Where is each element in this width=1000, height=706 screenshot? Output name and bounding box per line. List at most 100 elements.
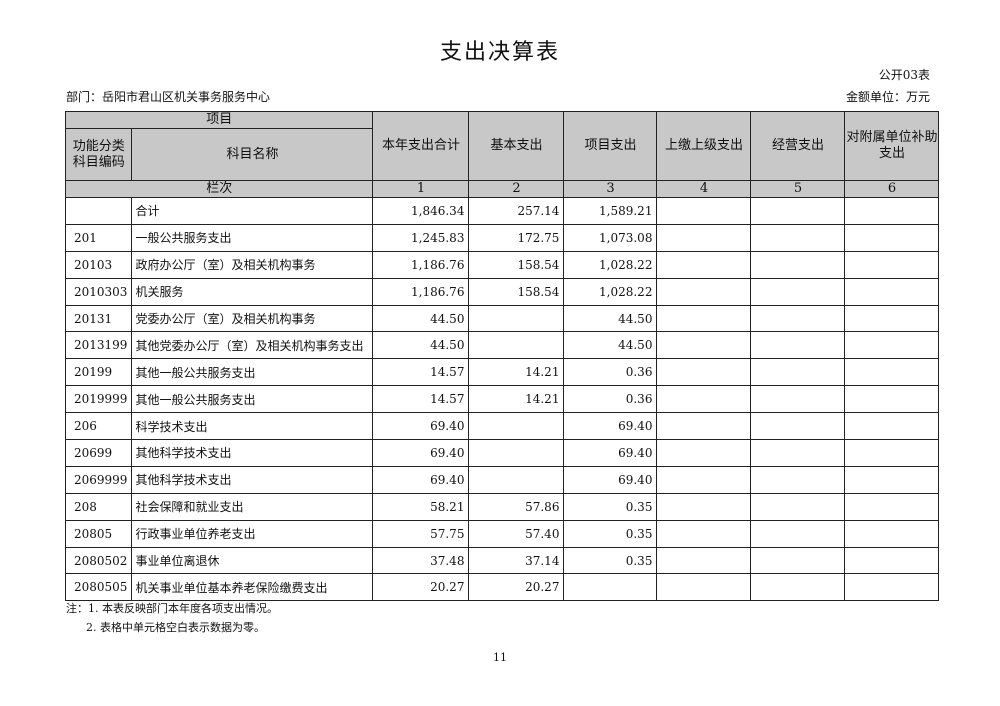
row-value: 69.40 xyxy=(372,439,470,467)
col-number: 2 xyxy=(468,180,565,198)
row-name: 其他科学技术支出 xyxy=(131,465,374,494)
row-value: 58.21 xyxy=(372,492,470,521)
row-value: 158.54 xyxy=(468,277,565,306)
row-value xyxy=(656,519,752,548)
row-name: 机关事业单位基本养老保险缴费支出 xyxy=(131,573,374,602)
table-row: 20103 政府办公厅（室）及相关机构事务 1,186.76 158.54 1,028.… xyxy=(64,250,940,279)
row-value: 257.14 xyxy=(468,197,565,225)
row-code: 20805 xyxy=(64,519,133,548)
row-value xyxy=(656,439,752,467)
row-value: 69.40 xyxy=(563,465,658,494)
row-name: 其他科学技术支出 xyxy=(131,439,374,467)
row-value: 20.27 xyxy=(372,573,470,602)
row-value xyxy=(563,573,658,602)
row-name: 其他党委办公厅（室）及相关机构事务支出 xyxy=(131,331,374,360)
row-value: 172.75 xyxy=(468,223,565,252)
row-value xyxy=(750,385,846,414)
row-value xyxy=(750,573,846,602)
row-value: 69.40 xyxy=(372,412,470,441)
row-code: 201 xyxy=(64,223,133,252)
row-code: 2080502 xyxy=(64,546,133,575)
row-value: 1,846.34 xyxy=(372,197,470,225)
row-value xyxy=(750,546,846,575)
row-value: 0.36 xyxy=(563,358,658,387)
table-row: 2010303 机关服务 1,186.76 158.54 1,028.22 xyxy=(64,277,940,306)
row-value xyxy=(656,331,752,360)
note-2: 2. 表格中单元格空白表示数据为零。 xyxy=(86,621,265,634)
row-value xyxy=(750,304,846,333)
table-row: 20131 党委办公厅（室）及相关机构事务 44.50 44.50 xyxy=(64,304,940,333)
row-value: 14.21 xyxy=(468,385,565,414)
row-code: 206 xyxy=(64,412,133,441)
row-value xyxy=(656,546,752,575)
row-name: 政府办公厅（室）及相关机构事务 xyxy=(131,250,374,279)
table-row: 201 一般公共服务支出 1,245.83 172.75 1,073.08 xyxy=(64,223,940,252)
row-value: 57.86 xyxy=(468,492,565,521)
row-value xyxy=(468,304,565,333)
col-number: 6 xyxy=(844,180,940,198)
row-value: 69.40 xyxy=(563,439,658,467)
row-value xyxy=(844,277,940,306)
row-value: 37.48 xyxy=(372,546,470,575)
row-name: 事业单位离退休 xyxy=(131,546,374,575)
row-value: 1,028.22 xyxy=(563,250,658,279)
row-code xyxy=(64,197,133,225)
row-value xyxy=(750,223,846,252)
row-name: 一般公共服务支出 xyxy=(131,223,374,252)
header-col-6: 对附属单位补助支出 xyxy=(844,111,940,181)
row-value: 44.50 xyxy=(372,331,470,360)
row-value: 14.21 xyxy=(468,358,565,387)
col-number: 5 xyxy=(750,180,846,198)
table-row: 2080505 机关事业单位基本养老保险缴费支出 20.27 20.27 xyxy=(64,573,940,602)
row-value: 37.14 xyxy=(468,546,565,575)
row-code: 20699 xyxy=(64,439,133,467)
table-row: 2019999 其他一般公共服务支出 14.57 14.21 0.36 xyxy=(64,385,940,414)
row-code: 2069999 xyxy=(64,465,133,494)
row-value xyxy=(844,465,940,494)
row-name: 其他一般公共服务支出 xyxy=(131,358,374,387)
row-value: 1,186.76 xyxy=(372,277,470,306)
table-row: 208 社会保障和就业支出 58.21 57.86 0.35 xyxy=(64,492,940,521)
row-name: 其他一般公共服务支出 xyxy=(131,385,374,414)
row-value xyxy=(468,465,565,494)
row-value: 69.40 xyxy=(372,465,470,494)
page-title: 支出决算表 xyxy=(439,40,560,65)
row-name: 社会保障和就业支出 xyxy=(131,492,374,521)
row-value xyxy=(750,465,846,494)
header-subject-name: 科目名称 xyxy=(131,128,374,181)
header-row-index: 栏次 xyxy=(64,180,374,198)
row-value xyxy=(750,277,846,306)
row-value xyxy=(844,304,940,333)
row-value: 0.35 xyxy=(563,519,658,548)
row-value: 1,028.22 xyxy=(563,277,658,306)
row-value: 44.50 xyxy=(563,304,658,333)
row-value: 1,589.21 xyxy=(563,197,658,225)
row-value xyxy=(656,277,752,306)
row-value: 57.75 xyxy=(372,519,470,548)
header-func-code: 功能分类科目编码 xyxy=(64,128,133,181)
row-value xyxy=(844,223,940,252)
row-value xyxy=(656,492,752,521)
row-value xyxy=(750,492,846,521)
row-value: 0.35 xyxy=(563,546,658,575)
row-value xyxy=(844,385,940,414)
row-name: 行政事业单位养老支出 xyxy=(131,519,374,548)
row-value xyxy=(656,223,752,252)
header-col-4: 上缴上级支出 xyxy=(656,111,752,181)
row-value xyxy=(656,412,752,441)
table-row: 2080502 事业单位离退休 37.48 37.14 0.35 xyxy=(64,546,940,575)
row-value: 1,245.83 xyxy=(372,223,470,252)
row-name: 机关服务 xyxy=(131,277,374,306)
row-value xyxy=(750,358,846,387)
page-number: 11 xyxy=(493,651,507,664)
expenditure-table: 项目 本年支出合计 基本支出 项目支出 上缴上级支出 经营支出 对附属单位补助支… xyxy=(64,111,940,602)
row-value xyxy=(844,250,940,279)
row-code: 2010303 xyxy=(64,277,133,306)
row-value: 1,073.08 xyxy=(563,223,658,252)
table-row: 2013199 其他党委办公厅（室）及相关机构事务支出 44.50 44.50 xyxy=(64,331,940,360)
row-name: 党委办公厅（室）及相关机构事务 xyxy=(131,304,374,333)
col-number: 3 xyxy=(563,180,658,198)
row-value: 44.50 xyxy=(563,331,658,360)
row-value xyxy=(844,439,940,467)
